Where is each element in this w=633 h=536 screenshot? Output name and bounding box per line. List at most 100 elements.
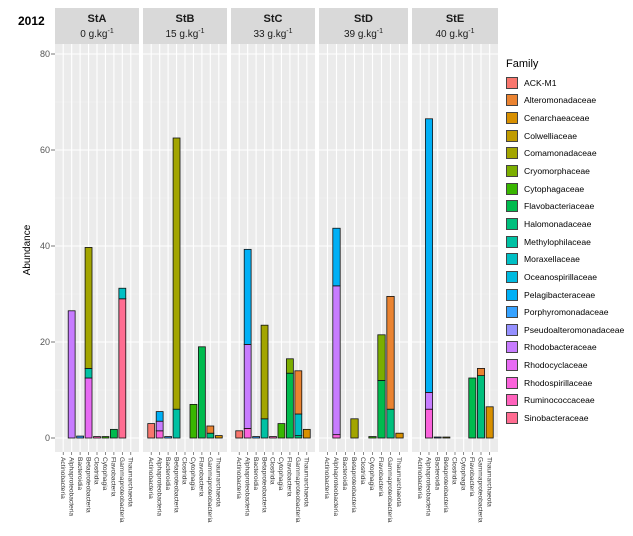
bar-segment-std-alphaproteobacteria-pelagibacteraceae bbox=[332, 227, 341, 287]
legend-swatch bbox=[506, 376, 518, 389]
bar-segment-sta-clostridia-ruminococcaceae bbox=[93, 436, 101, 439]
panel-carbon-std: 39 g.kg-1 bbox=[344, 28, 383, 40]
x-tick-label-std-flavobacteria: Flavobacteria bbox=[377, 457, 384, 497]
bar-segment-std-cytophagia-cytophagaceae bbox=[368, 436, 377, 439]
bar-segment-stb-bacteroidia-porphyromonadaceae bbox=[164, 436, 172, 439]
panel-std: StD 39 g.kg-1 Actinobacteria Alphaproteobac… bbox=[319, 8, 408, 523]
bar-segment-stc-cytophagia-cytophagaceae bbox=[277, 423, 286, 439]
legend-item-cryomorphaceae: Cryomorphaceae bbox=[506, 162, 631, 180]
legend-item-flavobacteriaceae: Flavobacteriaceae bbox=[506, 197, 631, 215]
bar-segment-stc-betaproteobacteria-comamonadaceae bbox=[260, 324, 269, 420]
legend: Family ACK-M1 Alteromonadaceae Cenarchaeac… bbox=[506, 58, 631, 427]
x-tick-label-sta-betaproteobacteria: Betaproteobacteria bbox=[84, 457, 91, 513]
legend-item-ack-m1: ACK-M1 bbox=[506, 74, 631, 92]
legend-swatch bbox=[506, 165, 518, 178]
legend-item-pseudoalteromonadaceae: Pseudoalteromonadaceae bbox=[506, 321, 631, 339]
panel-strip-std bbox=[319, 8, 408, 44]
bar-segment-stc-gammaproteobacteria-alteromonadaceae bbox=[294, 370, 303, 415]
legend-item-rhodobacteraceae: Rhodobacteraceae bbox=[506, 339, 631, 357]
bar-segment-sta-betaproteobacteria-rhodocyclaceae bbox=[84, 377, 93, 439]
bar-segment-std-alphaproteobacteria-rhodospirillaceae bbox=[332, 434, 341, 439]
bar-segment-sta-cytophagia-cytophagaceae bbox=[101, 436, 110, 439]
x-tick-label-std-clostridia: Clostridia bbox=[359, 457, 366, 485]
legend-label: ACK-M1 bbox=[524, 77, 557, 88]
bar-segment-stc-bacteroidia-porphyromonadaceae bbox=[252, 436, 260, 439]
bar-segment-stc-actinobacteria-ack-m1 bbox=[235, 430, 244, 439]
bar-segment-stb-alphaproteobacteria-rhodospirillaceae bbox=[155, 430, 164, 439]
x-tick-label-stb-flavobacteria: Flavobacteria bbox=[198, 457, 205, 497]
x-tick-label-std-actinobacteria: Actinobacteria bbox=[323, 457, 330, 499]
x-tick-label-ste-cytophagia: Cytophagia bbox=[459, 457, 466, 491]
bar-segment-stc-thaumarchaeota-cenarchaeaceae bbox=[302, 428, 311, 439]
x-tick-label-std-gammaproteobacteria: Gammaproteobacteria bbox=[386, 457, 393, 523]
legend-item-oceanospirillaceae: Oceanospirillaceae bbox=[506, 268, 631, 286]
panel-stb: StB 15 g.kg-1 Actinobacteria Alphaproteobac… bbox=[143, 8, 227, 523]
bar-segment-stb-actinobacteria-ack-m1 bbox=[147, 423, 156, 439]
panel-station-stb: StB bbox=[176, 13, 195, 25]
bar-segment-stb-gammaproteobacteria-alteromonadaceae bbox=[206, 425, 215, 434]
x-tick-label-std-thaumarchaeota: Thaumarchaeota bbox=[395, 457, 402, 507]
x-tick-label-ste-actinobacteria: Actinobacteria bbox=[416, 457, 423, 499]
x-tick-label-ste-gammaproteobacteria: Gammaproteobacteria bbox=[477, 457, 484, 523]
x-tick-label-std-betaproteobacteria: Betaproteobacteria bbox=[350, 457, 357, 513]
panel-strip-stc bbox=[231, 8, 315, 44]
legend-item-ruminococcaceae: Ruminococcaceae bbox=[506, 392, 631, 410]
bar-segment-sta-gammaproteobacteria-sinobacteraceae bbox=[118, 298, 127, 439]
legend-item-cytophagaceae: Cytophagaceae bbox=[506, 180, 631, 198]
legend-swatch bbox=[506, 217, 518, 230]
legend-item-cenarchaeaceae: Cenarchaeaceae bbox=[506, 109, 631, 127]
y-axis-title: Abundance bbox=[22, 224, 33, 275]
bar-segment-stc-flavobacteria-cryomorphaceae bbox=[286, 358, 294, 374]
bar-segment-ste-alphaproteobacteria-rhodospirillaceae bbox=[425, 408, 433, 439]
legend-item-rhodospirillaceae: Rhodospirillaceae bbox=[506, 374, 631, 392]
bar-segment-std-alphaproteobacteria-rhodobacteraceae bbox=[332, 285, 341, 436]
x-tick-label-ste-thaumarchaeota: Thaumarchaeota bbox=[485, 457, 492, 507]
legend-label: Rhodocyclaceae bbox=[524, 360, 588, 371]
legend-label: Cenarchaeaceae bbox=[524, 113, 590, 124]
bar-segment-sta-betaproteobacteria-comamonadaceae bbox=[84, 247, 93, 369]
legend-item-porphyromonadaceae: Porphyromonadaceae bbox=[506, 303, 631, 321]
x-tick-label-ste-clostridia: Clostridia bbox=[451, 457, 458, 485]
panel-strip-ste bbox=[412, 8, 498, 44]
legend-items: ACK-M1 Alteromonadaceae Cenarchaeaceae Colw… bbox=[506, 74, 631, 427]
legend-item-comamonadaceae: Comamonadaceae bbox=[506, 145, 631, 163]
bar-segment-stc-alphaproteobacteria-rhodobacteraceae bbox=[243, 343, 252, 429]
bar-segment-sta-flavobacteria-flavobacteriaceae bbox=[110, 428, 118, 439]
bar-segment-ste-flavobacteria-flavobacteriaceae bbox=[468, 377, 477, 439]
bar-segment-sta-alphaproteobacteria-rhodobacteraceae bbox=[67, 310, 76, 439]
bar-segment-std-flavobacteria-cryomorphaceae bbox=[377, 334, 386, 381]
y-tick-label-80: 80 bbox=[40, 49, 50, 59]
legend-item-rhodocyclaceae: Rhodocyclaceae bbox=[506, 356, 631, 374]
legend-swatch bbox=[506, 112, 518, 125]
legend-swatch bbox=[506, 323, 518, 336]
bar-segment-std-thaumarchaeota-cenarchaeaceae bbox=[395, 432, 404, 439]
bar-segment-stb-betaproteobacteria-comamonadaceae bbox=[172, 137, 181, 410]
x-tick-label-ste-flavobacteria: Flavobacteria bbox=[468, 457, 475, 497]
x-tick-label-sta-gammaproteobacteria: Gammaproteobacteria bbox=[118, 457, 125, 523]
legend-label: Alteromonadaceae bbox=[524, 95, 597, 106]
bar-segment-ste-alphaproteobacteria-pelagibacteraceae bbox=[425, 118, 433, 393]
panel-carbon-stb: 15 g.kg-1 bbox=[165, 28, 204, 40]
panel-station-sta: StA bbox=[88, 13, 107, 25]
legend-label: Oceanospirillaceae bbox=[524, 271, 598, 282]
x-tick-label-stb-betaproteobacteria: Betaproteobacteria bbox=[172, 457, 179, 513]
legend-swatch bbox=[506, 182, 518, 195]
x-tick-label-stc-thaumarchaeota: Thaumarchaeota bbox=[302, 457, 309, 507]
x-tick-label-stc-bacteroidia: Bacteroidia bbox=[252, 457, 259, 490]
bar-segment-stb-flavobacteria-flavobacteriaceae bbox=[198, 346, 206, 439]
bar-segment-sta-bacteroidia-porphyromonadaceae bbox=[76, 435, 84, 439]
legend-swatch bbox=[506, 270, 518, 283]
x-tick-label-stc-gammaproteobacteria: Gammaproteobacteria bbox=[294, 457, 301, 523]
bar-segment-stc-gammaproteobacteria-moraxellaceae bbox=[294, 413, 303, 437]
x-tick-label-stb-cytophagia: Cytophagia bbox=[189, 457, 196, 491]
x-tick-label-stb-bacteroidia: Bacteroidia bbox=[164, 457, 171, 490]
legend-swatch bbox=[506, 253, 518, 266]
legend-item-halomonadaceae: Halomonadaceae bbox=[506, 215, 631, 233]
legend-item-colwelliaceae: Colwelliaceae bbox=[506, 127, 631, 145]
x-tick-label-ste-bacteroidia: Bacteroidia bbox=[433, 457, 440, 490]
legend-label: Flavobacteriaceae bbox=[524, 201, 595, 212]
bar-segment-stb-cytophagia-cytophagaceae bbox=[189, 403, 198, 439]
panel-strip-stb bbox=[143, 8, 227, 44]
x-tick-label-stb-gammaproteobacteria: Gammaproteobacteria bbox=[206, 457, 213, 523]
x-tick-label-std-cytophagia: Cytophagia bbox=[368, 457, 375, 491]
